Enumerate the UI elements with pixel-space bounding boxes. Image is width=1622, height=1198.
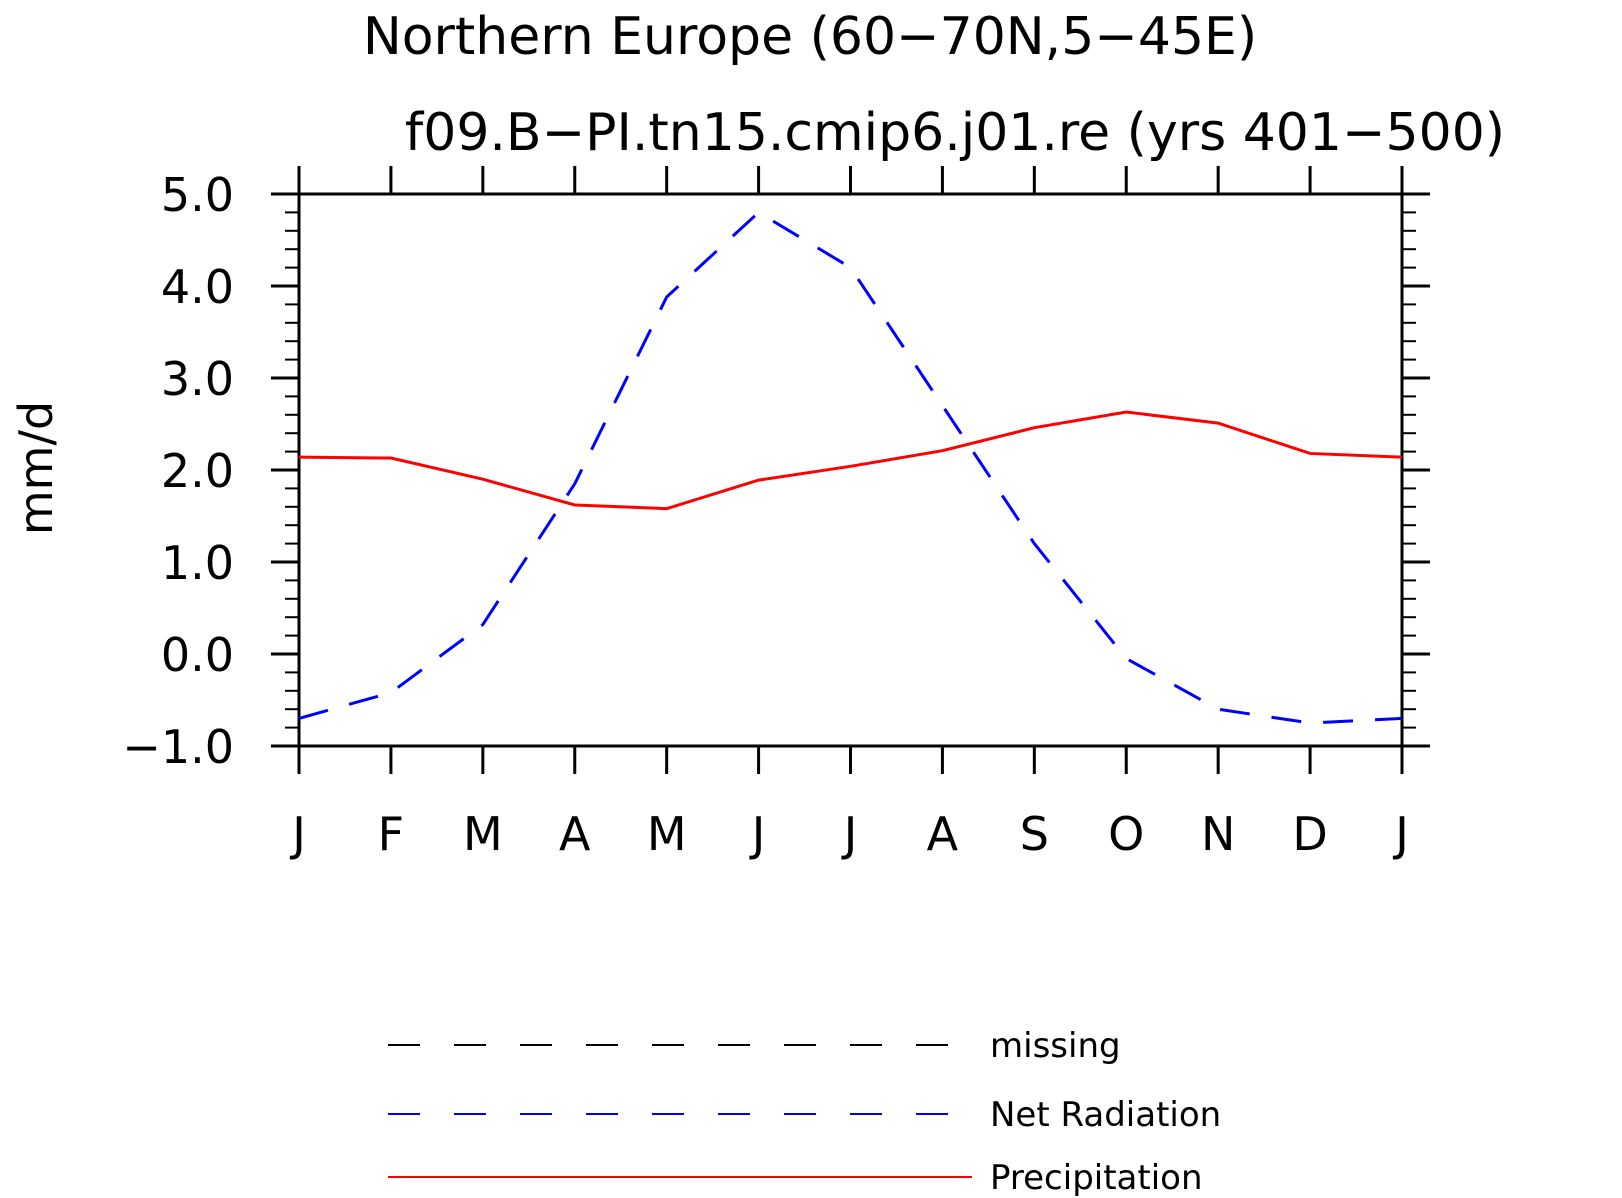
x-tick-label: J — [841, 807, 858, 861]
y-tick-label: 0.0 — [161, 628, 234, 682]
series-line-precipitation — [298, 410, 1403, 511]
y-tick-label: −1.0 — [122, 720, 234, 774]
x-tick-label: M — [463, 807, 503, 861]
x-tick-label: O — [1108, 807, 1144, 861]
y-tick-labels: 5.0 4.0 3.0 2.0 1.0 0.0 −1.0 — [122, 168, 234, 774]
series-line-net-radiation — [298, 210, 1403, 725]
x-tick-label: D — [1292, 807, 1327, 861]
y-tick-label: 2.0 — [161, 444, 234, 498]
x-tick-label: J — [289, 807, 306, 861]
chart-title: Northern Europe (60−70N,5−45E) — [363, 7, 1257, 67]
x-tick-label: F — [378, 807, 404, 861]
legend-label: missing — [990, 1026, 1121, 1066]
plot-border — [297, 192, 1404, 748]
axis-ticks — [271, 166, 1430, 774]
x-tick-label: J — [1392, 807, 1409, 861]
y-tick-label: 4.0 — [161, 260, 234, 314]
chart-subtitle: f09.B−PI.tn15.cmip6.j01.re (yrs 401−500) — [405, 103, 1505, 163]
plot-frame — [297, 192, 1404, 748]
legend-label: Precipitation — [990, 1158, 1203, 1198]
series-lines — [298, 210, 1403, 725]
y-tick-label: 1.0 — [161, 536, 234, 590]
x-tick-label: A — [559, 807, 591, 861]
legend-label: Net Radiation — [990, 1095, 1221, 1135]
legend: missing Net Radiation Precipitation — [388, 1026, 1221, 1198]
x-tick-label: A — [927, 807, 959, 861]
x-tick-label: N — [1201, 807, 1235, 861]
x-tick-label: J — [749, 807, 766, 861]
y-axis-label: mm/d — [9, 401, 63, 535]
y-tick-label: 5.0 — [161, 168, 234, 222]
x-tick-label: S — [1020, 807, 1049, 861]
y-tick-label: 3.0 — [161, 352, 234, 406]
x-tick-label: M — [647, 807, 687, 861]
